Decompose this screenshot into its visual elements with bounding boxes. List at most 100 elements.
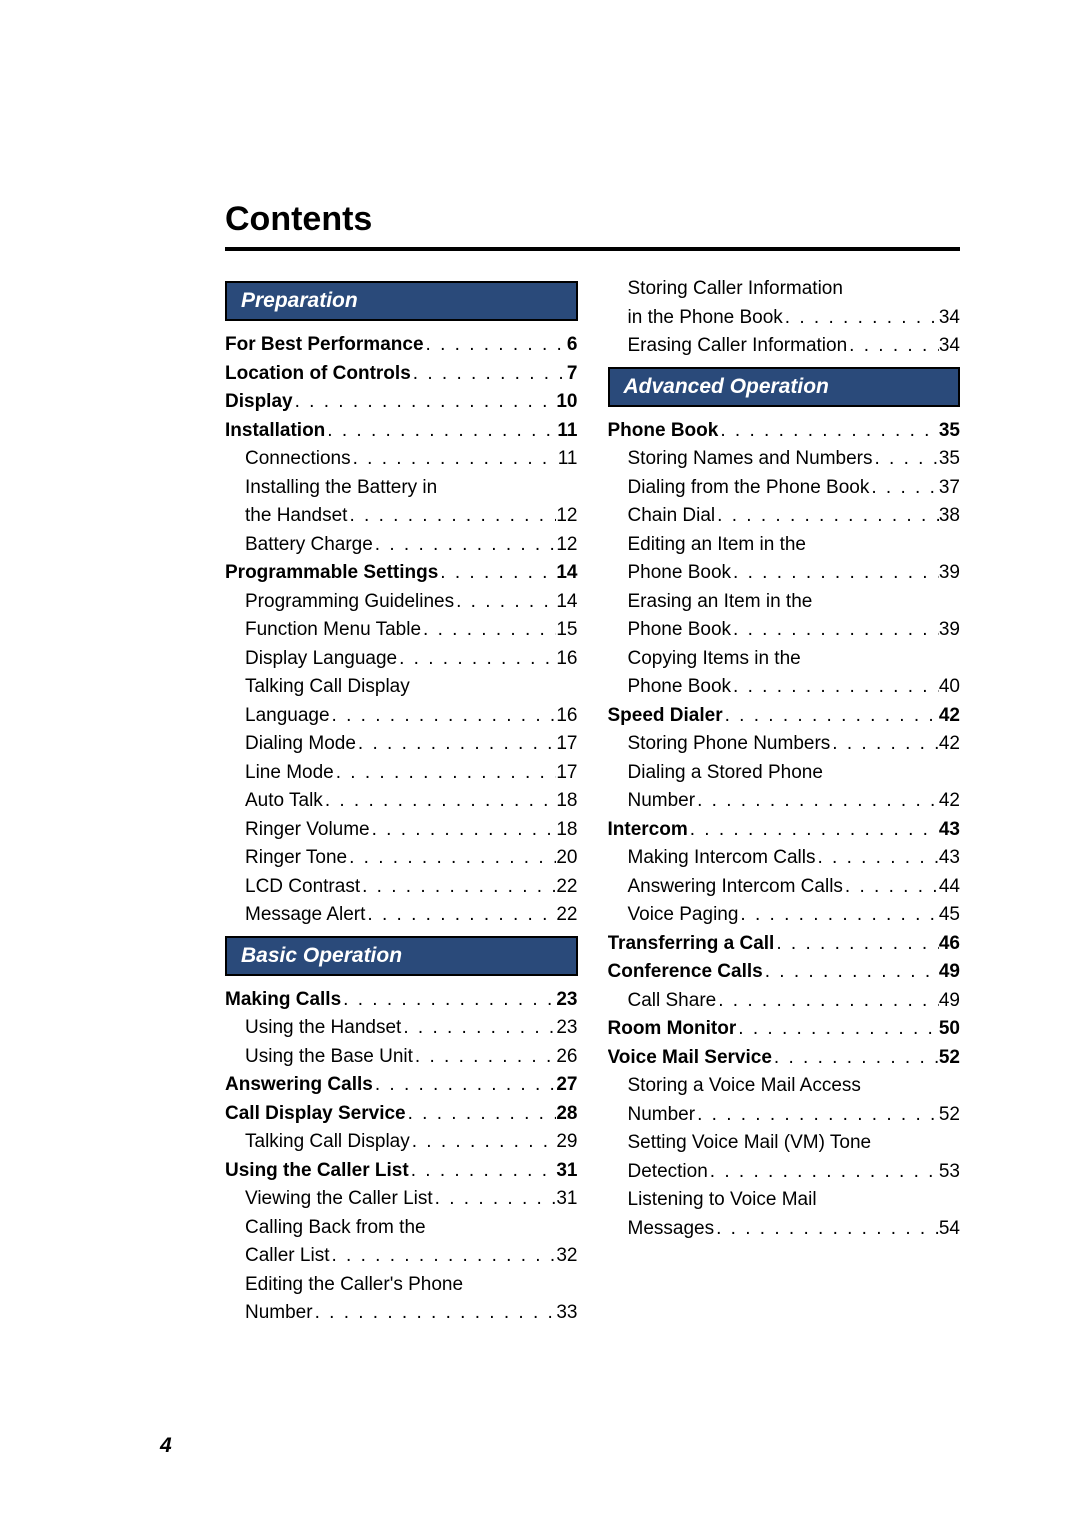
toc-entry: Room Monitor50 xyxy=(608,1015,961,1044)
toc-label: Connections xyxy=(245,445,351,474)
toc-label: Using the Handset xyxy=(245,1014,401,1043)
toc-page-number: 14 xyxy=(556,588,577,617)
toc-label: Location of Controls xyxy=(225,360,411,389)
toc-entry: Using the Base Unit26 xyxy=(225,1043,578,1072)
left-column: PreparationFor Best Performance6Location… xyxy=(225,275,578,1328)
toc-label: Number xyxy=(628,1101,696,1130)
toc-dots xyxy=(830,730,939,759)
toc-entry: Display Language16 xyxy=(225,645,578,674)
toc-label: Line Mode xyxy=(245,759,334,788)
toc-dots xyxy=(406,1100,557,1129)
toc-page-number: 15 xyxy=(556,616,577,645)
toc-dots xyxy=(329,1242,556,1271)
toc-page-number: 16 xyxy=(556,645,577,674)
toc-continuation-line: Storing a Voice Mail Access xyxy=(608,1072,961,1101)
toc-label: Talking Call Display xyxy=(245,1128,410,1157)
toc-dots xyxy=(401,1014,556,1043)
toc-entry: LCD Contrast22 xyxy=(225,873,578,902)
toc-page-number: 26 xyxy=(556,1043,577,1072)
toc-dots xyxy=(293,388,557,417)
toc-page-number: 11 xyxy=(557,417,577,446)
toc-entry: Conference Calls 49 xyxy=(608,958,961,987)
toc-dots xyxy=(313,1299,557,1328)
section-header: Basic Operation xyxy=(225,936,578,976)
toc-dots xyxy=(330,702,557,731)
toc-page-number: 16 xyxy=(556,702,577,731)
toc-label: Dialing from the Phone Book xyxy=(628,474,870,503)
toc-entry: Number42 xyxy=(608,787,961,816)
toc-dots xyxy=(421,616,556,645)
toc-dots xyxy=(397,645,556,674)
section-header: Preparation xyxy=(225,281,578,321)
toc-entry: Dialing Mode17 xyxy=(225,730,578,759)
toc-page-number: 10 xyxy=(556,388,577,417)
toc-entry: the Handset12 xyxy=(225,502,578,531)
toc-entry: Programmable Settings14 xyxy=(225,559,578,588)
toc-dots xyxy=(413,1043,556,1072)
toc-entry: Installation 11 xyxy=(225,417,578,446)
toc-entry: Ringer Volume18 xyxy=(225,816,578,845)
toc-entry: Making Intercom Calls43 xyxy=(608,844,961,873)
toc-label: Using the Caller List xyxy=(225,1157,409,1186)
toc-label: Transferring a Call xyxy=(608,930,775,959)
right-column: Storing Caller Informationin the Phone B… xyxy=(608,275,961,1328)
toc-label: Viewing the Caller List xyxy=(245,1185,433,1214)
toc-dots xyxy=(341,986,556,1015)
toc-entry: Phone Book35 xyxy=(608,417,961,446)
toc-dots xyxy=(716,987,939,1016)
toc-page-number: 31 xyxy=(556,1185,577,1214)
toc-page-number: 39 xyxy=(939,559,960,588)
toc-entry: Phone Book39 xyxy=(608,616,961,645)
toc-continuation-line: Editing an Item in the xyxy=(608,531,961,560)
toc-page-number: 54 xyxy=(939,1215,960,1244)
toc-label: Storing Names and Numbers xyxy=(628,445,873,474)
toc-entry: Speed Dialer42 xyxy=(608,702,961,731)
toc-label: Installation xyxy=(225,417,325,446)
toc-continuation-line: Talking Call Display xyxy=(225,673,578,702)
toc-page-number: 42 xyxy=(939,730,960,759)
toc-label: the Handset xyxy=(245,502,347,531)
toc-entry: Language16 xyxy=(225,702,578,731)
toc-label: Battery Charge xyxy=(245,531,373,560)
toc-page-number: 28 xyxy=(556,1100,577,1129)
toc-continuation-line: Calling Back from the xyxy=(225,1214,578,1243)
toc-entry: Using the Handset23 xyxy=(225,1014,578,1043)
toc-entry: Viewing the Caller List 31 xyxy=(225,1185,578,1214)
toc-label: Message Alert xyxy=(245,901,365,930)
toc-page-number: 35 xyxy=(939,417,960,446)
toc-entry: Function Menu Table 15 xyxy=(225,616,578,645)
toc-dots xyxy=(873,445,939,474)
toc-dots xyxy=(325,417,557,446)
toc-label: Voice Paging xyxy=(628,901,739,930)
toc-entry: Connections11 xyxy=(225,445,578,474)
toc-dots xyxy=(688,816,939,845)
toc-continuation-line: Editing the Caller's Phone xyxy=(225,1271,578,1300)
toc-label: Dialing Mode xyxy=(245,730,356,759)
toc-label: Phone Book xyxy=(628,673,732,702)
toc-label: Voice Mail Service xyxy=(608,1044,772,1073)
toc-entry: Location of Controls7 xyxy=(225,360,578,389)
toc-page-number: 49 xyxy=(939,958,960,987)
toc-continuation-line: Copying Items in the xyxy=(608,645,961,674)
toc-label: Making Calls xyxy=(225,986,341,1015)
toc-label: Room Monitor xyxy=(608,1015,737,1044)
page-title: Contents xyxy=(225,200,960,239)
toc-dots xyxy=(351,445,558,474)
toc-columns: PreparationFor Best Performance6Location… xyxy=(225,275,960,1328)
toc-dots xyxy=(409,1157,557,1186)
toc-label: Phone Book xyxy=(628,559,732,588)
toc-dots xyxy=(731,673,939,702)
toc-label: Auto Talk xyxy=(245,787,323,816)
toc-entry: Ringer Tone20 xyxy=(225,844,578,873)
toc-page-number: 6 xyxy=(567,331,578,360)
toc-label: Conference Calls xyxy=(608,958,763,987)
toc-dots xyxy=(365,901,556,930)
toc-page-number: 22 xyxy=(556,901,577,930)
toc-label: Function Menu Table xyxy=(245,616,421,645)
toc-dots xyxy=(869,474,938,503)
toc-continuation-line: Dialing a Stored Phone xyxy=(608,759,961,788)
toc-page-number: 38 xyxy=(939,502,960,531)
toc-dots xyxy=(424,331,567,360)
toc-label: in the Phone Book xyxy=(628,304,783,333)
toc-dots xyxy=(718,417,939,446)
